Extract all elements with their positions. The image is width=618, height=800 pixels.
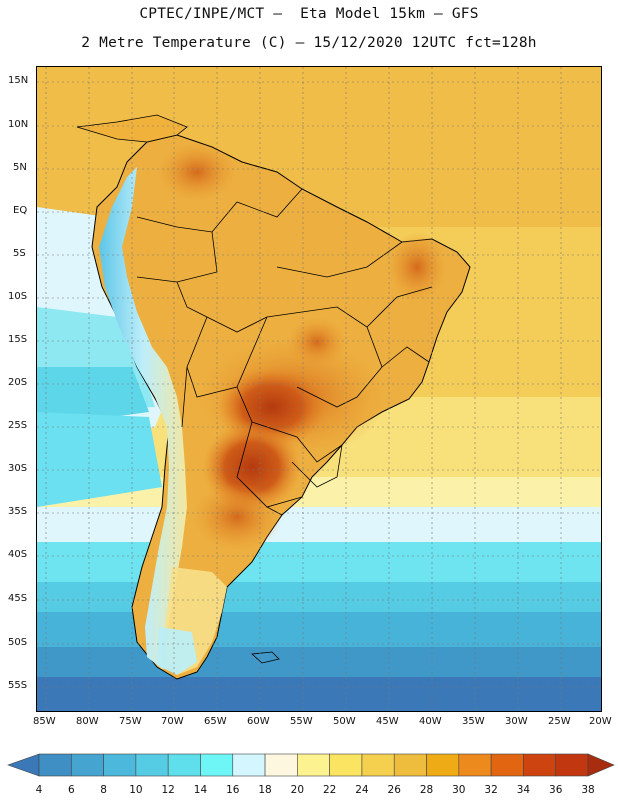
colorbar-box [393, 753, 427, 777]
lon-label: 25W [548, 716, 571, 727]
country-borders [136, 188, 433, 516]
lat-label: 15N [8, 75, 29, 86]
falkland-islands [251, 651, 280, 664]
colorbar-tick-label: 12 [161, 784, 175, 796]
colorbar-tick-label: 16 [226, 784, 240, 796]
colorbar-arrow-low [7, 753, 40, 777]
colorbar-box [297, 753, 330, 777]
chart-title-line2: 2 Metre Temperature (C) – 15/12/2020 12U… [81, 35, 537, 51]
ocean-band [37, 582, 601, 612]
lat-lon-grid [37, 67, 601, 711]
heat-core [387, 232, 447, 302]
lon-label: 65W [204, 716, 227, 727]
lat-label: 45S [8, 593, 28, 604]
lat-label: 55S [8, 680, 28, 691]
colorbar-box [70, 753, 104, 777]
lon-label: 45W [376, 716, 399, 727]
lon-label: 40W [419, 716, 442, 727]
lat-label: 15S [8, 334, 28, 345]
lon-label: 35W [462, 716, 485, 727]
colorbar-tick-label: 36 [549, 784, 563, 796]
colorbar-tick-label: 6 [67, 784, 75, 796]
ocean-band [37, 677, 601, 711]
pacific-cool-tongue [37, 367, 149, 427]
pacific-cool-tongue [37, 412, 162, 507]
colorbar-box [264, 753, 298, 777]
lon-label: 75W [119, 716, 142, 727]
colorbar-tick-label: 24 [355, 784, 369, 796]
patagonia-cool [157, 627, 197, 675]
lat-label: 25S [8, 420, 28, 431]
lat-label: 5S [13, 248, 26, 259]
lat-label: 10N [8, 119, 29, 130]
lon-label: 30W [505, 716, 528, 727]
lat-label: 20S [8, 377, 28, 388]
andes-ridge [99, 167, 187, 669]
colorbar-arrow-high [587, 753, 615, 777]
lon-label: 85W [33, 716, 56, 727]
colorbar-box [490, 753, 524, 777]
lat-label: 30S [8, 463, 28, 474]
colorbar-tick-label: 32 [484, 784, 498, 796]
colorbar-tick-label: 10 [129, 784, 143, 796]
heat-core [157, 142, 237, 202]
colorbar [7, 753, 615, 777]
heat-core [192, 482, 282, 552]
lon-label: 70W [161, 716, 184, 727]
temperature-map [36, 66, 602, 712]
colorbar-box [167, 753, 201, 777]
heat-core [287, 317, 347, 367]
ocean-band [37, 507, 601, 542]
lon-label: 60W [247, 716, 270, 727]
colorbar-box [458, 753, 492, 777]
colorbar-tick-label: 20 [290, 784, 305, 796]
colorbar-tick-label: 30 [452, 784, 466, 796]
colorbar-box [38, 753, 72, 777]
lat-label: 40S [8, 549, 28, 560]
colorbar-box [426, 753, 460, 777]
lat-label: EQ [13, 205, 28, 216]
ocean-band [37, 542, 601, 582]
lat-label: 35S [8, 506, 28, 517]
lon-label: 80W [76, 716, 99, 727]
lon-label: 55W [290, 716, 313, 727]
map-canvas [37, 67, 601, 711]
lat-label: 5N [13, 162, 27, 173]
colorbar-box [103, 753, 137, 777]
lat-label: 10S [8, 291, 28, 302]
colorbar-tick-label: 8 [100, 784, 107, 796]
colorbar-box [329, 753, 363, 777]
colorbar-box [361, 753, 395, 777]
colorbar-box [555, 753, 589, 777]
colorbar-box [200, 753, 234, 777]
lon-label: 20W [589, 716, 612, 727]
colorbar-tick-label: 26 [387, 784, 401, 796]
colorbar-tick-label: 4 [35, 784, 43, 796]
ocean-band [37, 612, 601, 647]
colorbar-tick-label: 38 [581, 784, 595, 796]
colorbar-tick-label: 28 [419, 784, 434, 796]
colorbar-box [135, 753, 169, 777]
colorbar-tick-label: 34 [516, 784, 531, 796]
ocean-band [37, 647, 601, 677]
lon-label: 50W [333, 716, 356, 727]
colorbar-box [232, 753, 266, 777]
colorbar-box [523, 753, 557, 777]
lat-label: 50S [8, 637, 28, 648]
colorbar-tick-label: 14 [193, 784, 208, 796]
chart-title-line1: CPTEC/INPE/MCT – Eta Model 15km – GFS [139, 6, 479, 22]
colorbar-tick-label: 18 [258, 784, 272, 796]
colorbar-tick-label: 22 [322, 784, 337, 796]
